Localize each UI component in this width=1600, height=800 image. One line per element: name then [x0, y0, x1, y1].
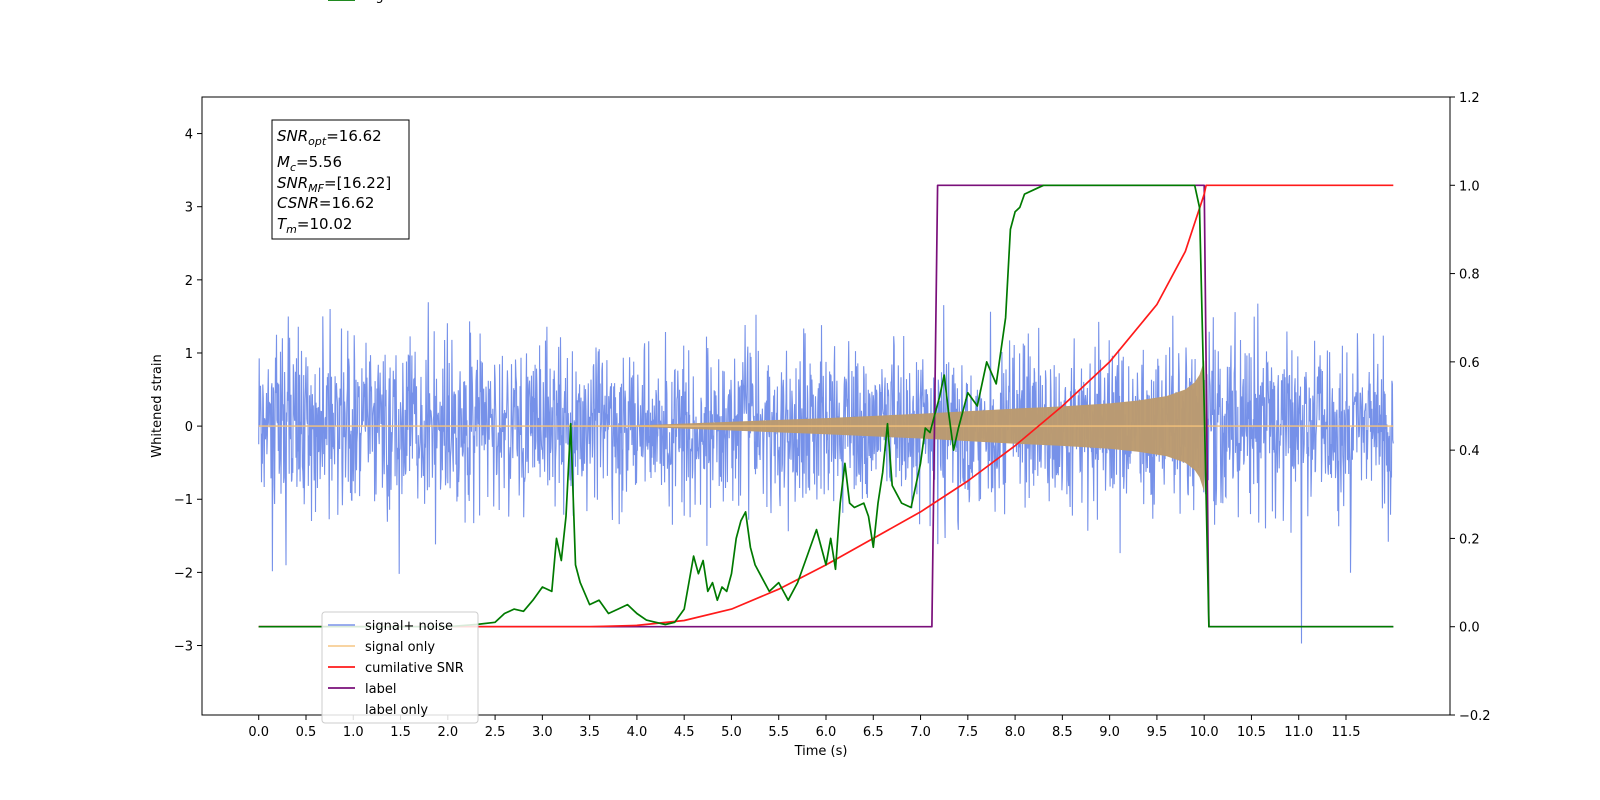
y-right-tick-label: 0.0 — [1459, 621, 1480, 636]
x-tick-label: 3.5 — [579, 725, 600, 740]
y-left-tick-label: 0 — [185, 420, 193, 435]
x-tick-label: 10.0 — [1190, 725, 1219, 740]
y-right-tick-label: −0.2 — [1459, 709, 1491, 724]
series-cumilative-snr-line — [258, 184, 1394, 628]
x-tick-label: 6.0 — [816, 725, 837, 740]
y-axis-left: 4 3 2 1 0 −1 −2 −3 — [174, 128, 202, 655]
info-box-frame — [271, 119, 410, 240]
x-tick-label: 5.5 — [768, 725, 789, 740]
y-right-tick-label: 1.2 — [1459, 91, 1480, 106]
x-tick-label: 8.5 — [1052, 725, 1073, 740]
legend-label: cumilative SNR — [365, 661, 464, 676]
x-tick-label: 4.0 — [627, 725, 648, 740]
info-line-snr-opt: SNRopt=16.62 — [277, 127, 382, 148]
x-tick-label: 6.5 — [863, 725, 884, 740]
y-left-tick-label: −2 — [174, 566, 193, 581]
y-axis-right: 1.2 1.0 0.8 0.6 0.4 0.2 0.0 −0.2 — [1450, 91, 1491, 724]
x-axis-label: Time (s) — [794, 744, 848, 759]
y-left-tick-label: 3 — [185, 201, 193, 216]
legend-frame — [321, 611, 479, 724]
x-tick-label: 7.5 — [957, 725, 978, 740]
x-tick-label: 11.0 — [1284, 725, 1313, 740]
y-left-tick-label: −1 — [174, 493, 193, 508]
y-right-tick-label: 0.4 — [1459, 444, 1480, 459]
y-right-tick-label: 0.8 — [1459, 268, 1480, 283]
info-line-csnr: CSNR=16.62 — [277, 194, 374, 212]
legend-label: signal+ noise — [365, 619, 453, 634]
x-tick-label: 9.0 — [1099, 725, 1120, 740]
y-left-tick-label: −3 — [174, 640, 193, 655]
legend: signal+ noise signal only cumilative SNR la… — [321, 0, 479, 724]
legend-label: signal statistics — [365, 0, 466, 4]
series-signal-statistics-line — [258, 184, 1394, 628]
y-right-tick-label: 0.2 — [1459, 532, 1480, 547]
x-tick-label: 7.0 — [910, 725, 931, 740]
legend-label: label only — [365, 703, 428, 718]
y-left-tick-label: 1 — [185, 347, 193, 362]
info-line-snr-mf: SNRMF=[16.22] — [277, 174, 391, 195]
series-layer — [258, 184, 1394, 644]
info-line-tm: Tm=10.02 — [277, 215, 352, 236]
x-tick-label: 9.5 — [1147, 725, 1168, 740]
y-left-tick-label: 4 — [185, 128, 193, 143]
y-right-tick-label: 0.6 — [1459, 356, 1480, 371]
legend-label: label — [365, 682, 396, 697]
y-left-tick-label: 2 — [185, 274, 193, 289]
x-tick-label: 11.5 — [1332, 725, 1361, 740]
x-tick-label: 1.5 — [390, 725, 411, 740]
x-tick-label: 8.0 — [1005, 725, 1026, 740]
x-tick-label: 3.0 — [532, 725, 553, 740]
x-tick-label: 10.5 — [1237, 725, 1266, 740]
x-tick-label: 4.5 — [674, 725, 695, 740]
info-box: SNRopt=16.62 Mc=5.56 SNRMF=[16.22] CSNR=… — [271, 119, 410, 240]
x-tick-label: 0.5 — [296, 725, 317, 740]
y-right-tick-label: 1.0 — [1459, 179, 1480, 194]
legend-label: signal only — [365, 640, 435, 655]
x-tick-label: 2.5 — [485, 725, 506, 740]
x-tick-label: 2.0 — [437, 725, 458, 740]
x-tick-label: 1.0 — [343, 725, 364, 740]
x-tick-label: 5.0 — [721, 725, 742, 740]
y-axis-label: Whitened strain — [150, 354, 165, 457]
x-axis: 0.0 0.5 1.0 1.5 2.0 2.5 3.0 3.5 4.0 4.5 5.0 5.5 6.0 6… — [248, 715, 1360, 740]
x-tick-label: 0.0 — [248, 725, 269, 740]
info-line-chirp-mass: Mc=5.56 — [277, 153, 342, 174]
